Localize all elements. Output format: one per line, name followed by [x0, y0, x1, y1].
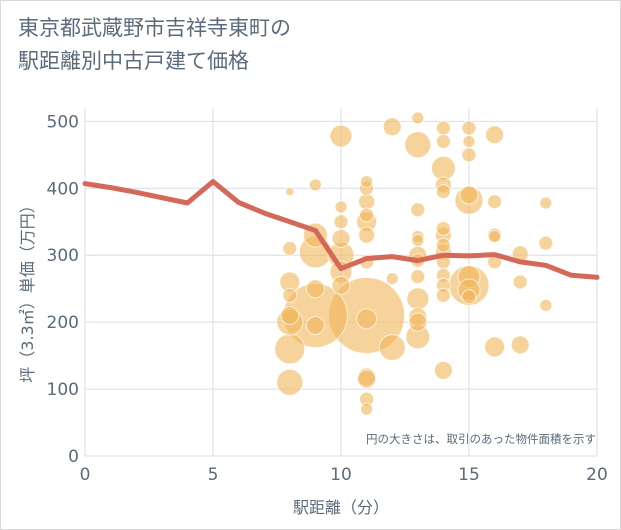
bubble-size-note: 円の大きさは、取引のあった物件面積を示す — [366, 432, 596, 446]
bubble-point — [360, 175, 374, 189]
bubble-point — [358, 226, 376, 244]
bubble-point — [484, 336, 506, 358]
bubble-point — [410, 202, 426, 218]
bubble-point — [485, 125, 505, 145]
bubble-point — [538, 235, 554, 251]
bubble-point — [435, 133, 451, 149]
bubble-point — [276, 368, 304, 396]
bubble-point — [378, 334, 406, 362]
y-axis-title: 坪（3.3㎡）単価（万円） — [18, 197, 37, 382]
bubble-point — [487, 194, 503, 210]
bubble-series — [274, 111, 554, 416]
bubble-point — [359, 207, 375, 223]
bubble-point — [360, 402, 374, 416]
x-tick-label: 10 — [330, 465, 352, 485]
y-tick-label: 0 — [68, 447, 79, 467]
bubble-point — [435, 184, 451, 200]
x-axis-ticks: 0 5 10 15 20 — [80, 465, 608, 485]
bubble-point — [385, 272, 399, 286]
bubble-point — [305, 316, 325, 335]
bubble-point — [512, 274, 528, 290]
x-tick-label: 0 — [80, 465, 91, 485]
bubble-point — [459, 185, 479, 205]
y-axis-ticks: 0 100 200 300 400 500 — [47, 112, 79, 467]
bubble-point — [510, 335, 530, 355]
y-tick-label: 200 — [47, 313, 79, 333]
bubble-point — [461, 120, 477, 136]
bubble-point — [461, 289, 477, 305]
x-tick-label: 15 — [458, 465, 480, 485]
bubble-point — [334, 200, 348, 214]
bubble-point — [411, 111, 425, 125]
average-price-line — [82, 179, 600, 280]
bubble-point — [308, 178, 322, 192]
bubble-point — [333, 214, 349, 230]
bubble-point — [406, 287, 430, 311]
bubble-point — [435, 120, 451, 136]
bubble-point — [433, 360, 453, 380]
bubble-point — [404, 131, 432, 159]
bubble-point — [408, 312, 428, 332]
bubble-point — [282, 241, 298, 257]
bubble-point — [305, 279, 325, 299]
chart-title: 東京都武蔵野市吉祥寺東町の 駅距離別中古戸建て価格 — [18, 16, 291, 73]
bubble-point — [357, 369, 377, 389]
y-tick-label: 100 — [47, 380, 79, 400]
bubble-point — [280, 305, 300, 325]
bubble-point — [410, 269, 426, 285]
bubble-point — [356, 308, 378, 330]
y-tick-label: 500 — [47, 112, 79, 132]
bubble-point — [329, 124, 353, 148]
bubble-point — [435, 237, 451, 253]
y-tick-label: 300 — [47, 246, 79, 266]
bubble-point — [382, 117, 402, 137]
bubble-point — [539, 196, 553, 210]
x-tick-label: 5 — [208, 465, 219, 485]
bubble-point — [539, 298, 553, 312]
x-axis-title: 駅距離（分） — [293, 498, 389, 517]
bubble-point — [282, 287, 298, 303]
bubble-point — [274, 333, 306, 365]
x-tick-label: 20 — [586, 465, 608, 485]
bubble-point — [435, 220, 451, 236]
bubble-point — [488, 229, 502, 243]
bubble-point — [411, 234, 425, 248]
bubble-point — [358, 193, 376, 211]
bubble-point — [331, 229, 351, 248]
bubble-point — [285, 187, 295, 197]
y-tick-label: 400 — [47, 179, 79, 199]
bubble-point — [435, 287, 451, 303]
bubble-point — [331, 275, 351, 295]
bubble-point — [462, 134, 476, 148]
bubble-point — [461, 147, 477, 163]
